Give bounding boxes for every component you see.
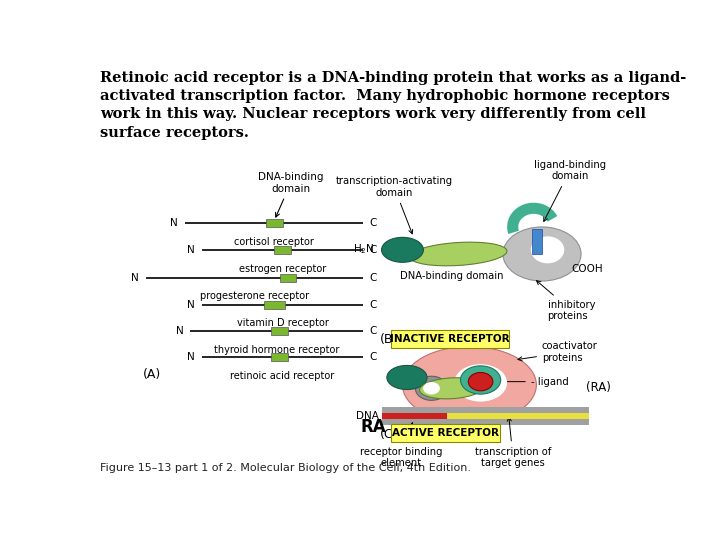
Text: Figure 15–13 part 1 of 2. Molecular Biology of the Cell, 4th Edition.: Figure 15–13 part 1 of 2. Molecular Biol… [100,463,471,473]
Text: transcription-activating
domain: transcription-activating domain [336,176,453,234]
Text: receptor binding
element: receptor binding element [360,423,443,468]
Text: vitamin D receptor: vitamin D receptor [237,319,328,328]
Ellipse shape [420,377,484,399]
Text: Retinoic acid receptor is a DNA-binding protein that works as a ligand-
activate: Retinoic acid receptor is a DNA-binding … [100,71,686,139]
Ellipse shape [461,366,500,394]
Text: - ligand: - ligand [497,376,569,387]
Text: ligand-binding
domain: ligand-binding domain [534,160,606,221]
Text: INACTIVE RECEPTOR: INACTIVE RECEPTOR [390,334,510,344]
Text: DNA-binding
domain: DNA-binding domain [258,172,323,217]
Text: N: N [171,218,178,228]
Text: ACTIVE RECEPTOR: ACTIVE RECEPTOR [392,428,499,438]
FancyBboxPatch shape [279,274,297,282]
FancyBboxPatch shape [382,413,446,419]
Text: transcription of
target genes: transcription of target genes [474,417,551,468]
Text: C: C [369,218,377,228]
FancyBboxPatch shape [266,219,282,227]
Ellipse shape [503,227,581,281]
Text: H$_2$N: H$_2$N [353,242,374,256]
FancyBboxPatch shape [392,330,508,348]
Text: N: N [187,300,195,310]
Ellipse shape [410,242,507,266]
Ellipse shape [415,376,448,400]
Text: C: C [369,273,377,282]
Text: N: N [176,326,184,336]
Text: (RA): (RA) [587,381,611,394]
Ellipse shape [382,238,423,262]
FancyBboxPatch shape [532,229,542,254]
Text: thyroid hormone receptor: thyroid hormone receptor [215,345,340,355]
Text: C: C [369,245,377,255]
Text: N: N [131,273,139,282]
Text: C: C [369,300,377,310]
FancyBboxPatch shape [264,301,284,309]
Text: coactivator
proteins: coactivator proteins [518,341,598,362]
Text: C: C [369,352,377,362]
FancyBboxPatch shape [382,407,589,413]
Text: inhibitory
proteins: inhibitory proteins [536,281,595,321]
Text: estrogen receptor: estrogen receptor [239,264,326,274]
Text: (C): (C) [380,428,399,441]
Text: COOH: COOH [571,264,603,274]
Text: (B): (B) [380,333,399,346]
Text: cortisol receptor: cortisol receptor [234,237,314,247]
Ellipse shape [387,366,427,389]
Text: N: N [187,352,195,362]
Ellipse shape [531,237,564,264]
FancyBboxPatch shape [446,413,589,419]
FancyBboxPatch shape [392,424,500,442]
FancyBboxPatch shape [271,327,288,335]
FancyBboxPatch shape [274,246,291,254]
FancyBboxPatch shape [382,419,589,425]
Text: retinoic acid receptor: retinoic acid receptor [230,371,335,381]
Text: C: C [369,326,377,336]
Text: (A): (A) [143,368,161,381]
FancyBboxPatch shape [271,353,288,361]
Ellipse shape [454,364,507,402]
Text: DNA: DNA [356,411,379,421]
Ellipse shape [402,347,536,423]
Text: DNA-binding domain: DNA-binding domain [400,271,503,281]
Text: N: N [187,245,195,255]
Text: progesterone receptor: progesterone receptor [200,292,309,301]
Text: RA: RA [361,417,386,436]
Ellipse shape [423,382,440,395]
Circle shape [468,373,493,391]
